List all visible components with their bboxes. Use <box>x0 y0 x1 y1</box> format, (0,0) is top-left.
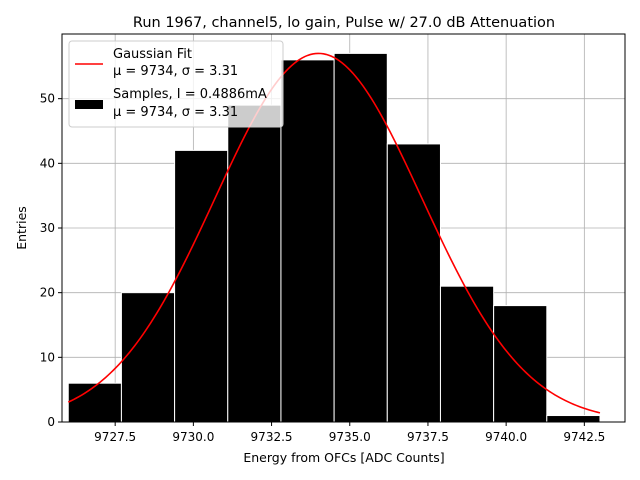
histogram-bar <box>120 292 176 423</box>
y-tick-label: 20 <box>40 286 55 300</box>
x-tick-label: 9730.0 <box>172 430 214 444</box>
x-tick-label: 9727.5 <box>94 430 136 444</box>
y-tick-label: 40 <box>40 156 55 170</box>
y-tick-label: 0 <box>47 415 55 429</box>
histogram-bar <box>333 52 388 423</box>
histogram-bar <box>67 382 122 423</box>
histogram-bar <box>227 104 282 423</box>
histogram-bar <box>439 285 495 423</box>
x-tick-label: 9732.5 <box>251 430 293 444</box>
legend: Gaussian Fit μ = 9734, σ = 3.31 Samples,… <box>68 40 284 128</box>
legend-fit-params: μ = 9734, σ = 3.31 <box>113 64 238 79</box>
gaussian-fit-line <box>67 52 601 414</box>
x-tick-label: 9735.0 <box>329 430 371 444</box>
x-axis-label: Energy from OFCs [ADC Counts] <box>243 450 444 465</box>
y-tick-label: 10 <box>40 350 55 364</box>
y-axis-label: Entries <box>14 206 29 250</box>
histogram-bars <box>67 52 601 423</box>
histogram-bar <box>280 59 335 423</box>
legend-samples-name: Samples, I = 0.4886mA <box>113 87 267 102</box>
histogram-bar <box>493 305 548 423</box>
x-tick-label: 9742.5 <box>563 430 605 444</box>
y-tick-label: 50 <box>40 92 55 106</box>
histogram-bar <box>546 415 601 423</box>
legend-samples-params: μ = 9734, σ = 3.31 <box>113 105 238 120</box>
legend-box <box>68 40 284 128</box>
x-axis-ticks: 9727.5 9730.0 9732.5 9735.0 9737.5 9740.0 9742… <box>94 422 605 444</box>
y-axis-ticks: 0 10 20 30 40 50 <box>40 92 62 429</box>
legend-fit-name: Gaussian Fit <box>113 47 192 62</box>
legend-samples-swatch <box>75 100 103 109</box>
y-tick-label: 30 <box>40 221 55 235</box>
histogram-bar <box>386 143 441 423</box>
x-tick-label: 9737.5 <box>407 430 449 444</box>
histogram-bar <box>174 149 229 423</box>
chart-title: Run 1967, channel5, lo gain, Pulse w/ 27… <box>133 15 555 31</box>
x-tick-label: 9740.0 <box>485 430 527 444</box>
